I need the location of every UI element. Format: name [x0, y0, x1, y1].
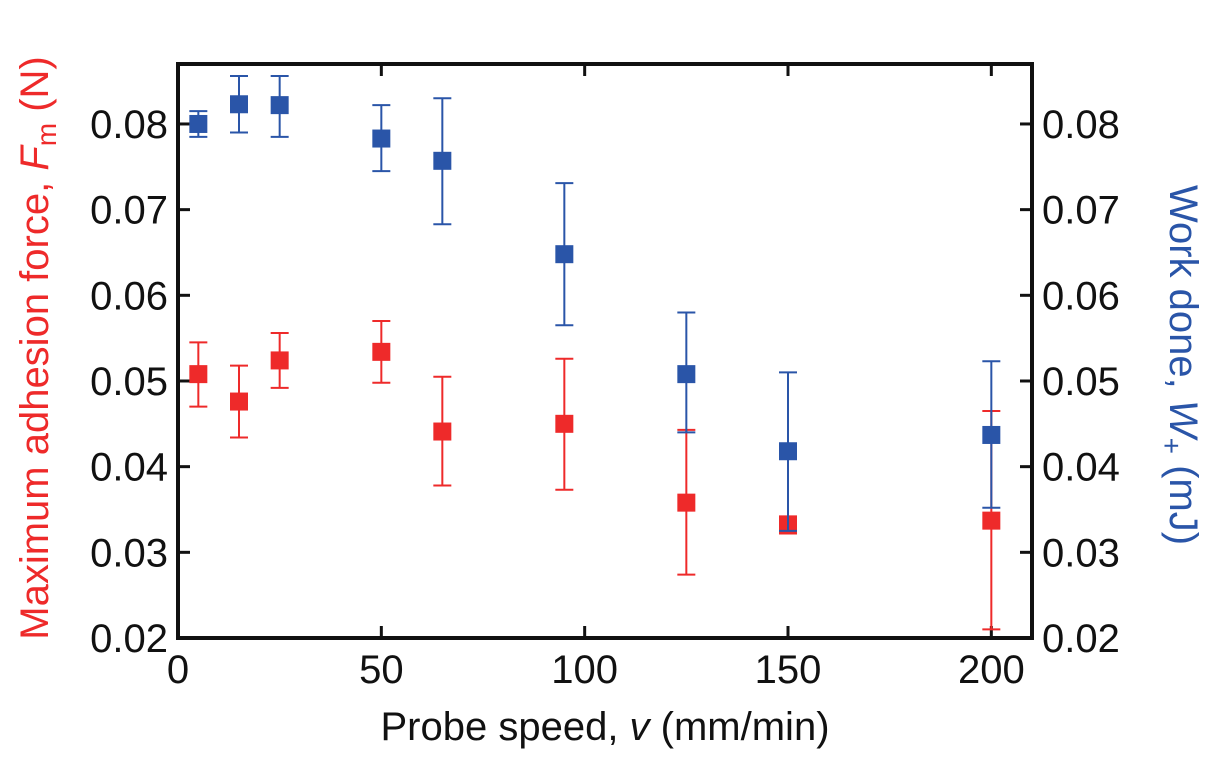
data-point — [555, 245, 574, 264]
y-tick-label-left: 0.08 — [90, 103, 168, 147]
data-point — [677, 493, 696, 512]
data-point — [230, 392, 248, 411]
y-tick-label-right: 0.06 — [1042, 274, 1120, 318]
plot-frame — [176, 62, 1034, 640]
data-marks — [189, 74, 1001, 631]
data-point — [230, 95, 248, 114]
x-tick-label: 0 — [167, 648, 189, 692]
data-point — [433, 151, 452, 170]
y-tick-label-right: 0.08 — [1042, 103, 1120, 147]
data-point — [779, 442, 797, 461]
y-tick-label-right: 0.05 — [1042, 360, 1120, 404]
left-axis-title: Maximum adhesion force, Fm (N) — [13, 56, 62, 640]
data-point — [270, 96, 289, 115]
data-point — [189, 114, 208, 133]
x-axis-title: Probe speed, v (mm/min) — [380, 705, 829, 749]
data-point — [372, 129, 391, 148]
y-tick-label-left: 0.02 — [90, 617, 168, 661]
y-tick-label-left: 0.03 — [90, 531, 168, 575]
x-tick-label: 150 — [755, 648, 822, 692]
right-axis-title: Work done, W+ (mJ) — [1156, 185, 1205, 545]
series-work-done — [189, 74, 1001, 532]
axis-ticks: 0 50 100 150 200 0.02 0.02 0.03 0.03 0.04 0.04 0.05… — [90, 64, 1120, 692]
y-tick-label-left: 0.06 — [90, 274, 168, 318]
y-tick-label-left: 0.07 — [90, 189, 168, 233]
data-point — [677, 365, 696, 384]
y-tick-label-right: 0.04 — [1042, 446, 1120, 490]
y-tick-label-left: 0.05 — [90, 360, 168, 404]
y-tick-label-right: 0.07 — [1042, 189, 1120, 233]
series-max-adhesion-force — [189, 320, 1001, 631]
data-point — [555, 414, 574, 433]
data-point — [982, 425, 1001, 444]
x-tick-label: 50 — [359, 648, 404, 692]
y-tick-label-right: 0.03 — [1042, 531, 1120, 575]
data-point — [372, 342, 391, 361]
data-point — [189, 365, 208, 384]
data-point — [433, 422, 452, 441]
y-tick-label-right: 0.02 — [1042, 617, 1120, 661]
data-point — [270, 351, 289, 370]
y-tick-label-left: 0.04 — [90, 446, 168, 490]
x-tick-label: 100 — [551, 648, 618, 692]
x-tick-label: 200 — [958, 648, 1025, 692]
data-point — [982, 511, 1001, 530]
